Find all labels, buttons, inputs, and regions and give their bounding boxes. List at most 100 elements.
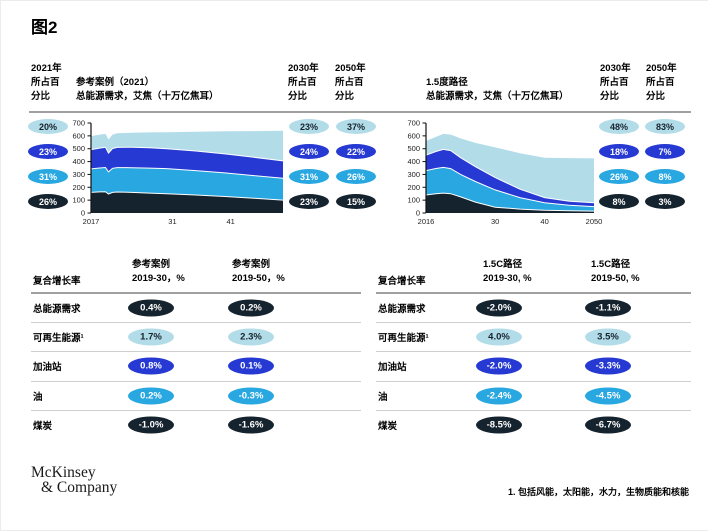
figure-title: 图2 (31, 18, 58, 37)
share-badge: 26% (599, 169, 639, 184)
growth-badge: -1.0% (128, 416, 174, 434)
svg-text:40: 40 (540, 217, 548, 226)
share-badge: 7% (645, 144, 685, 159)
svg-text:300: 300 (72, 170, 85, 179)
share-badge: 26% (28, 194, 68, 209)
growth-badge: -0.3% (228, 387, 274, 405)
share-badge: 23% (28, 144, 68, 159)
right-chart-title: 1.5度路径 总能源需求，艾焦（十万亿焦耳） (426, 76, 569, 104)
row-label: 加油站 (33, 362, 62, 374)
mckinsey-logo: McKinsey & Company (31, 464, 117, 496)
share-column-2021: 20% 23% 31% 26% (28, 119, 68, 209)
share-col-year: 2030年 (600, 63, 631, 74)
growth-badge: -3.3% (585, 357, 631, 375)
share-badge: 23% (289, 119, 329, 134)
growth-badge: 2.3% (228, 328, 274, 346)
table-col1-header: 参考案例 2019-30，% (132, 259, 185, 284)
table-col1-header: 1.5C路径 2019-30, % (483, 259, 532, 284)
right-chart-title-line1: 1.5度路径 (426, 77, 468, 88)
growth-badge: 0.2% (128, 387, 174, 405)
header-divider (29, 111, 691, 113)
growth-badge: 1.7% (128, 328, 174, 346)
growth-badge: -1.1% (585, 299, 631, 317)
table-row: 油 0.2% -0.3% (31, 382, 361, 411)
share-col-sub: 所占百 (31, 77, 60, 88)
share-col-sub: 所占百 (288, 77, 317, 88)
share-col-sub: 分比 (288, 91, 308, 102)
table-row: 可再生能源¹ 1.7% 2.3% (31, 323, 361, 353)
svg-text:41: 41 (226, 217, 234, 226)
row-label: 煤炭 (378, 420, 398, 432)
share-column-right-2030: 48% 18% 26% 8% (599, 119, 639, 209)
table-row: 加油站 -2.0% -3.3% (376, 352, 691, 382)
row-label: 油 (378, 391, 388, 403)
share-badge: 18% (599, 144, 639, 159)
growth-badge: -4.5% (585, 387, 631, 405)
table-corner-label: 复合增长率 (378, 276, 426, 287)
reference-case-area-chart: 0 100 200 300 400 500 600 700 2017 31 41 (72, 119, 284, 226)
growth-badge: 3.5% (585, 328, 631, 346)
growth-badge: 0.8% (128, 357, 174, 375)
share-badge: 24% (289, 144, 329, 159)
left-chart-title: 参考案例（2021） 总能源需求，艾焦（十万亿焦耳） (76, 76, 219, 104)
share-col-year: 2050年 (335, 63, 366, 74)
svg-text:31: 31 (168, 217, 176, 226)
share-column-left-2030: 23% 24% 31% 23% (289, 119, 329, 209)
row-label: 油 (33, 391, 43, 403)
table-row: 油 -2.4% -4.5% (376, 382, 691, 411)
svg-text:700: 700 (72, 119, 85, 128)
svg-text:300: 300 (407, 170, 420, 179)
table-row: 加油站 0.8% 0.1% (31, 352, 361, 382)
share-badge: 31% (28, 169, 68, 184)
svg-text:2017: 2017 (83, 217, 100, 226)
svg-text:2016: 2016 (418, 217, 435, 226)
row-label: 可再生能源¹ (33, 333, 84, 345)
share-badge: 26% (336, 169, 376, 184)
share-col-sub: 分比 (600, 91, 620, 102)
left-chart-title-line2: 总能源需求，艾焦（十万亿焦耳） (76, 91, 219, 102)
table-row: 可再生能源¹ 4.0% 3.5% (376, 323, 691, 353)
growth-badge: 4.0% (476, 328, 522, 346)
share-badge: 15% (336, 194, 376, 209)
share-badge: 22% (336, 144, 376, 159)
share-badge: 23% (289, 194, 329, 209)
left-chart-title-line1: 参考案例（2021） (76, 77, 155, 88)
share-badge: 8% (599, 194, 639, 209)
svg-text:500: 500 (407, 144, 420, 153)
table-col2-header: 参考案例 2019-50，% (232, 259, 285, 284)
share-col-header-left-2030: 2030年 所占百 分比 (288, 62, 319, 104)
svg-text:400: 400 (407, 157, 420, 166)
share-badge: 20% (28, 119, 68, 134)
svg-text:0: 0 (81, 209, 85, 218)
logo-line1: McKinsey (31, 464, 96, 481)
svg-text:600: 600 (72, 131, 85, 140)
pathway-1p5-area-chart: 0 100 200 300 400 500 600 700 2016 30 40 2050 (407, 119, 602, 227)
share-column-left-2050: 37% 22% 26% 15% (336, 119, 376, 209)
growth-badge: -2.0% (476, 299, 522, 317)
growth-badge: -2.0% (476, 357, 522, 375)
share-col-header-right-2030: 2030年 所占百 分比 (600, 62, 631, 104)
reference-case-growth-table: 复合增长率 参考案例 2019-30，% 参考案例 2019-50，% 总能源需… (31, 253, 361, 439)
svg-text:500: 500 (72, 144, 85, 153)
table-row: 煤炭 -1.0% -1.6% (31, 411, 361, 439)
share-badge: 48% (599, 119, 639, 134)
row-label: 煤炭 (33, 420, 53, 432)
share-badge: 83% (645, 119, 685, 134)
growth-badge: -1.6% (228, 416, 274, 434)
svg-text:100: 100 (407, 196, 420, 205)
share-badge: 3% (645, 194, 685, 209)
growth-badge: 0.1% (228, 357, 274, 375)
table-row: 总能源需求 -2.0% -1.1% (376, 294, 691, 324)
share-col-year: 2021年 (31, 63, 62, 74)
share-column-right-2050: 83% 7% 8% 3% (645, 119, 685, 209)
row-label: 可再生能源¹ (378, 333, 429, 345)
svg-text:30: 30 (491, 217, 499, 226)
share-col-sub: 分比 (646, 91, 666, 102)
table-row: 煤炭 -8.5% -6.7% (376, 411, 691, 439)
share-badge: 37% (336, 119, 376, 134)
right-chart-title-line2: 总能源需求，艾焦（十万亿焦耳） (426, 91, 569, 102)
growth-badge: -6.7% (585, 416, 631, 434)
share-col-header-right-2050: 2050年 所占百 分比 (646, 62, 677, 104)
share-col-sub: 所占百 (335, 77, 364, 88)
share-col-header-2021: 2021年 所占百 分比 (31, 62, 62, 104)
